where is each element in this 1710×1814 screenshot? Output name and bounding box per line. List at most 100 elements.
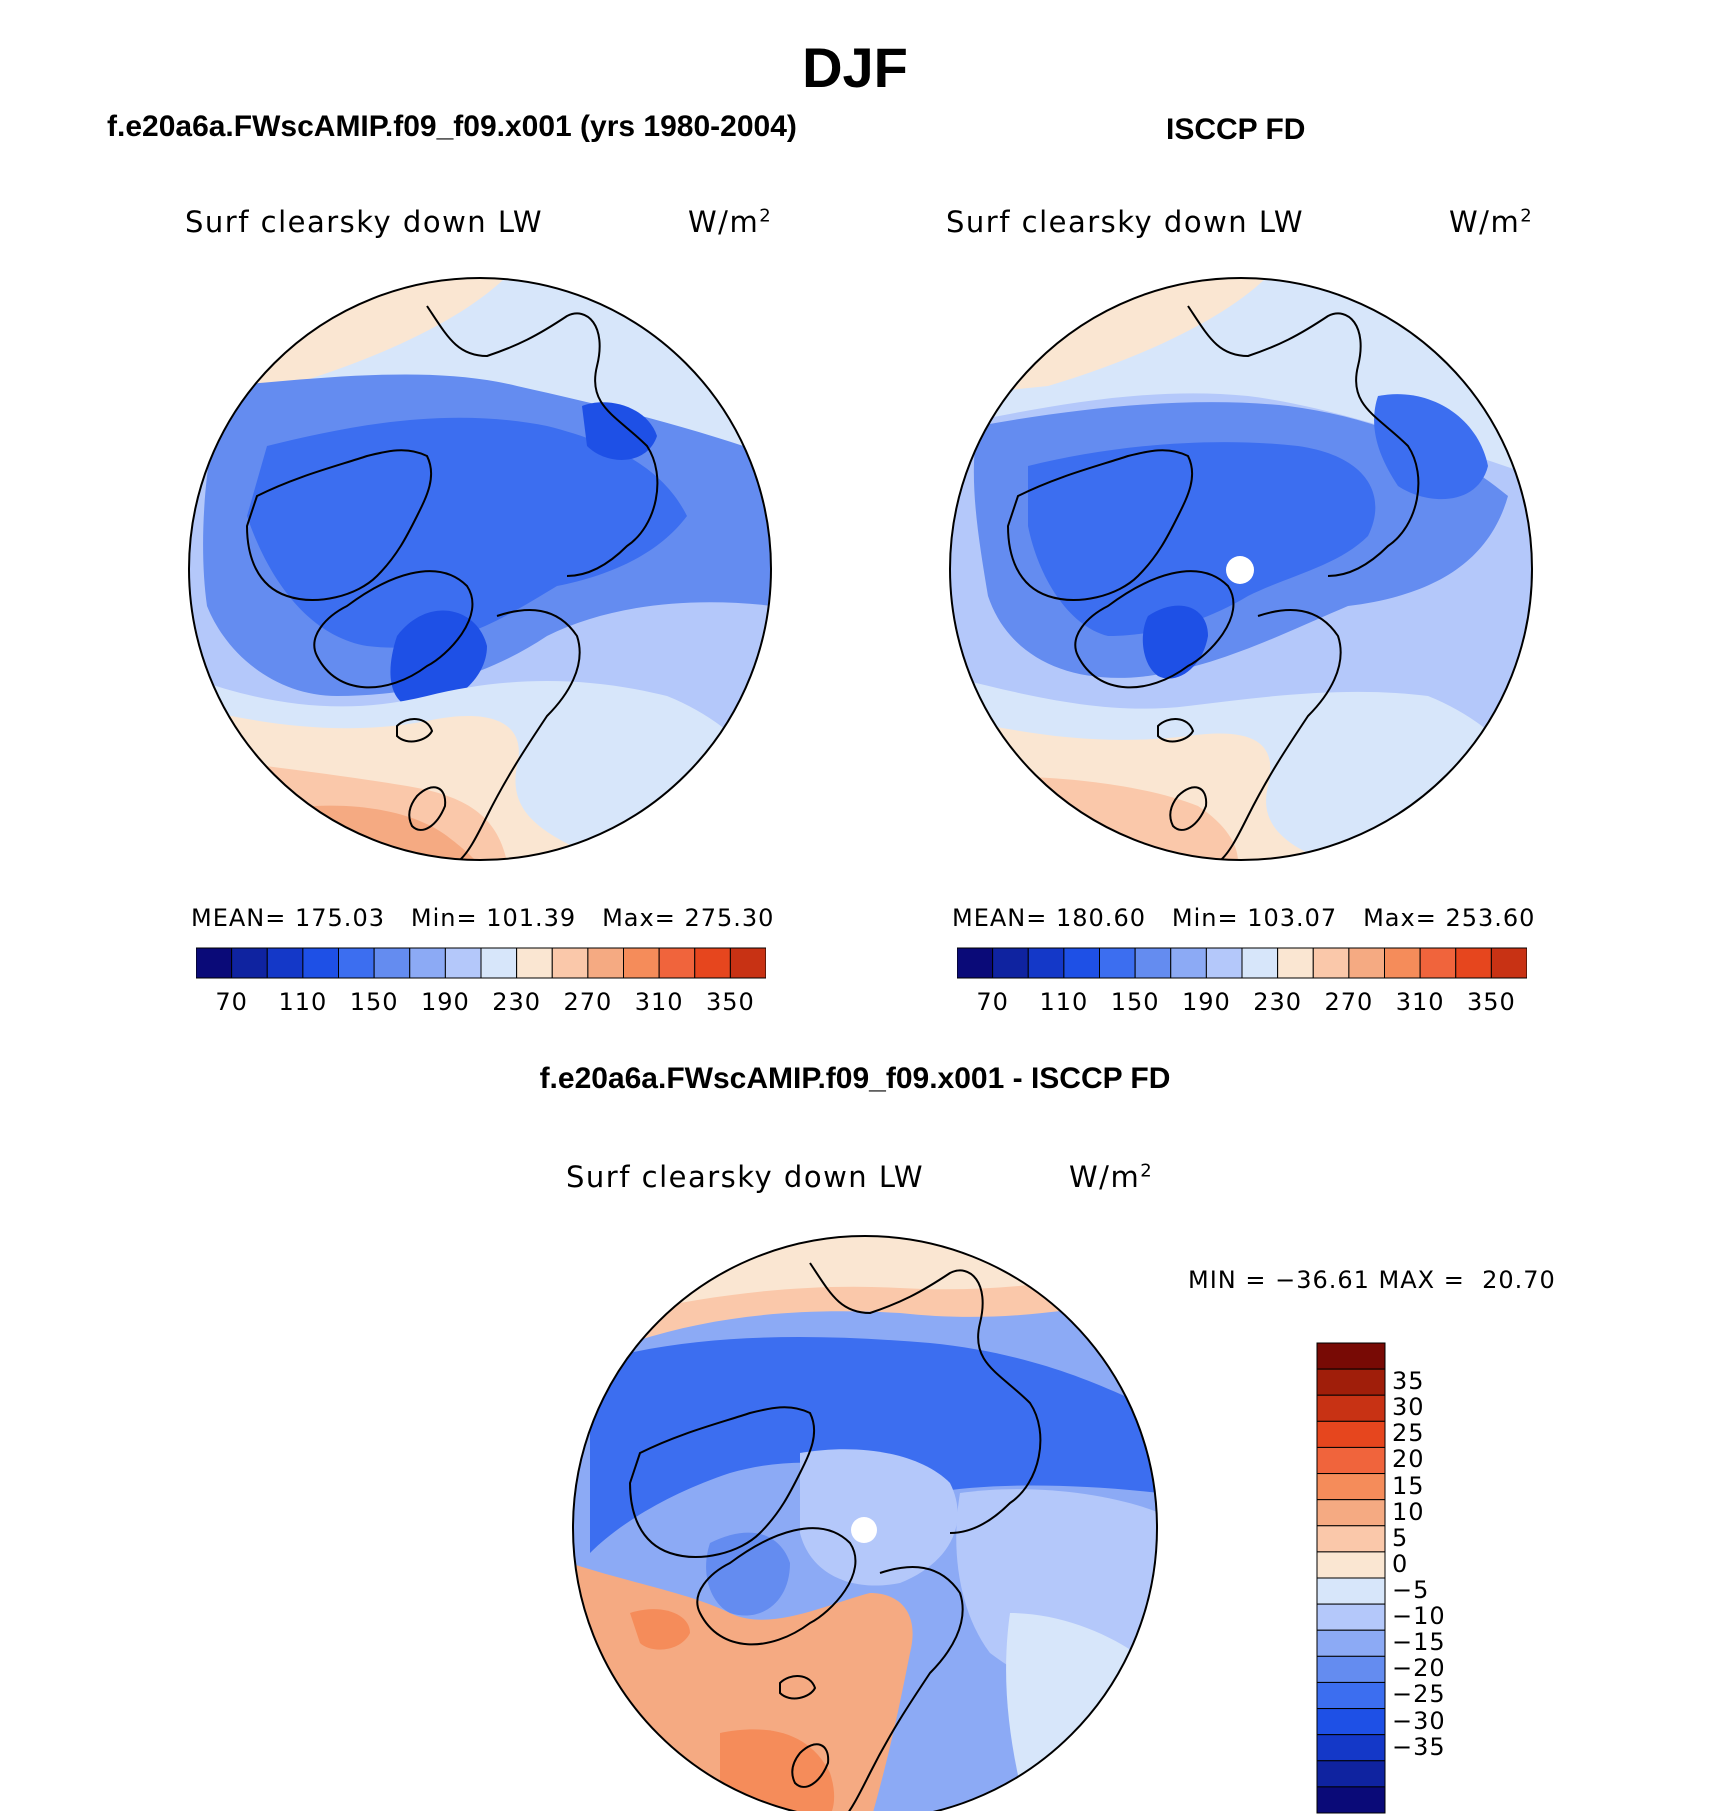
coastline bbox=[1187, 305, 1420, 577]
colorbar-cell bbox=[1134, 947, 1172, 979]
obs-panel-title: ISCCP FD bbox=[1166, 113, 1306, 146]
coastline bbox=[426, 305, 659, 577]
colorbar-tick-label: 270 bbox=[563, 988, 613, 1016]
colorbar-cell bbox=[1316, 1473, 1386, 1501]
obs-stats: MEAN= 180.60 Min= 103.07 Max= 253.60 bbox=[952, 904, 1536, 932]
diff-panel-title: f.e20a6a.FWscAMIP.f09_f09.x001 - ISCCP F… bbox=[539, 1062, 1171, 1095]
map-band bbox=[1374, 394, 1488, 500]
colorbar-cell bbox=[1316, 1655, 1386, 1683]
colorbar-cell bbox=[1063, 947, 1101, 979]
colorbar-cell bbox=[1099, 947, 1136, 979]
colorbar-cell bbox=[302, 947, 340, 979]
colorbar-cell bbox=[1348, 947, 1386, 979]
colorbar-cell bbox=[516, 947, 553, 979]
colorbar-tick-label: 150 bbox=[349, 988, 399, 1016]
colorbar-tick-label: 310 bbox=[634, 988, 684, 1016]
model-polar-map bbox=[188, 277, 772, 861]
colorbar-cell bbox=[1316, 1786, 1386, 1814]
map-outline bbox=[949, 277, 1533, 861]
colorbar-cell bbox=[957, 947, 994, 979]
missing-data-pole bbox=[1226, 556, 1254, 584]
diff-colorbar bbox=[1316, 1342, 1386, 1814]
coastline bbox=[456, 609, 581, 860]
colorbar-cell bbox=[1316, 1342, 1386, 1370]
colorbar-cell bbox=[1316, 1629, 1386, 1657]
colorbar-tick-label: 230 bbox=[492, 988, 542, 1016]
obs-variable-label: Surf clearsky down LW bbox=[946, 205, 1305, 239]
map-band bbox=[582, 402, 657, 460]
colorbar-tick-label: 230 bbox=[1253, 988, 1303, 1016]
coastline bbox=[696, 1527, 857, 1646]
map-band bbox=[1006, 1613, 1157, 1811]
colorbar-cell bbox=[409, 947, 446, 979]
colorbar-cell bbox=[231, 947, 268, 979]
colorbar-tick-label: −15 bbox=[1392, 1628, 1446, 1657]
coastline bbox=[809, 1262, 1042, 1534]
colorbar-cell bbox=[338, 947, 375, 979]
coastline bbox=[779, 1675, 817, 1700]
map-outline bbox=[572, 1235, 1158, 1811]
map-band bbox=[630, 1609, 690, 1650]
coastline bbox=[1169, 786, 1208, 831]
colorbar-cell bbox=[1316, 1708, 1386, 1736]
map-band bbox=[706, 1532, 790, 1616]
colorbar-tick-label: 190 bbox=[420, 988, 470, 1016]
model-units-label: W/m2 bbox=[688, 205, 773, 239]
colorbar-tick-label: 110 bbox=[1039, 988, 1089, 1016]
colorbar-tick-label: 70 bbox=[976, 988, 1009, 1016]
colorbar-cell bbox=[1384, 947, 1421, 979]
colorbar-cell bbox=[587, 947, 625, 979]
coastline bbox=[839, 1566, 964, 1811]
diff-polar-map bbox=[572, 1235, 1158, 1811]
coastline bbox=[1006, 449, 1194, 601]
map-outline bbox=[188, 277, 772, 861]
colorbar-tick-label: 310 bbox=[1395, 988, 1445, 1016]
model-panel-title: f.e20a6a.FWscAMIP.f09_f09.x001 (yrs 1980… bbox=[107, 110, 797, 143]
colorbar-cell bbox=[1455, 947, 1492, 979]
colorbar-cell bbox=[1205, 947, 1243, 979]
colorbar-cell bbox=[1316, 1734, 1386, 1762]
obs-colorbar-ticks: 70 110 150 190 230 270 310 350 bbox=[957, 988, 1527, 1018]
colorbar-cell bbox=[658, 947, 696, 979]
map-band bbox=[1028, 442, 1376, 636]
colorbar-tick-label: 190 bbox=[1181, 988, 1231, 1016]
colorbar-tick-label: 0 bbox=[1392, 1549, 1409, 1578]
colorbar-cell bbox=[992, 947, 1029, 979]
colorbar-cell bbox=[551, 947, 589, 979]
colorbar-tick-label: 30 bbox=[1392, 1393, 1425, 1422]
colorbar-cell bbox=[694, 947, 731, 979]
obs-units-label: W/m2 bbox=[1449, 205, 1534, 239]
colorbar-tick-label: −10 bbox=[1392, 1602, 1446, 1631]
colorbar-cell bbox=[1277, 947, 1314, 979]
colorbar-cell bbox=[1027, 947, 1065, 979]
model-colorbar-ticks: 70 110 150 190 230 270 310 350 bbox=[196, 988, 766, 1018]
colorbar-cell bbox=[196, 947, 233, 979]
colorbar-cell bbox=[1316, 1577, 1386, 1605]
colorbar-tick-label: −35 bbox=[1392, 1732, 1446, 1761]
colorbar-cell bbox=[1316, 1446, 1386, 1475]
colorbar-tick-label: 15 bbox=[1392, 1471, 1425, 1500]
colorbar-cell bbox=[373, 947, 411, 979]
colorbar-cell bbox=[1316, 1368, 1386, 1396]
model-colorbar bbox=[196, 947, 766, 979]
colorbar-cell bbox=[1312, 947, 1350, 979]
coastline bbox=[408, 786, 447, 831]
diff-variable-label: Surf clearsky down LW bbox=[566, 1160, 925, 1194]
colorbar-cell bbox=[623, 947, 660, 979]
colorbar-tick-label: 25 bbox=[1392, 1419, 1425, 1448]
colorbar-cell bbox=[1316, 1551, 1386, 1579]
diff-minmax: MIN = −36.61 MAX = 20.70 bbox=[1188, 1266, 1556, 1294]
diff-units-label: W/m2 bbox=[1069, 1160, 1154, 1194]
colorbar-tick-label: 10 bbox=[1392, 1497, 1425, 1526]
colorbar-cell bbox=[1316, 1394, 1386, 1422]
colorbar-tick-label: 350 bbox=[1466, 988, 1516, 1016]
colorbar-tick-label: −30 bbox=[1392, 1706, 1446, 1735]
colorbar-cell bbox=[1316, 1603, 1386, 1631]
colorbar-cell bbox=[1170, 947, 1207, 979]
colorbar-tick-label: 110 bbox=[278, 988, 328, 1016]
coastline bbox=[791, 1743, 830, 1788]
obs-colorbar bbox=[957, 947, 1527, 979]
map-band bbox=[800, 1449, 958, 1586]
colorbar-cell bbox=[1316, 1681, 1386, 1710]
colorbar-tick-label: 270 bbox=[1324, 988, 1374, 1016]
